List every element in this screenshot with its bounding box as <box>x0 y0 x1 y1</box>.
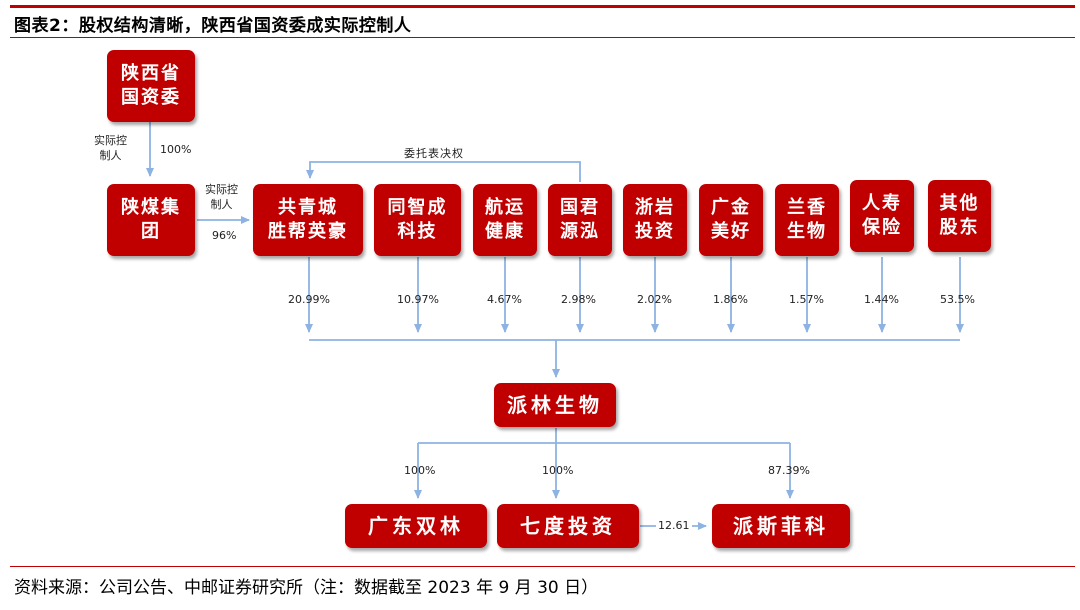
node-zheyan-investment: 浙岩 投资 <box>623 184 687 256</box>
figure-title: 图表2：股权结构清晰，陕西省国资委成实际控制人 <box>14 16 412 36</box>
node-shaanxi-sasac: 陕西省 国资委 <box>107 50 195 122</box>
node-life-insurance: 人寿 保险 <box>850 180 914 252</box>
node-lanxiang-bio: 兰香 生物 <box>775 184 839 256</box>
label-zheyan-percent: 2.02% <box>637 293 672 306</box>
label-hangyun-percent: 4.67% <box>487 293 522 306</box>
node-shaanxi-coal-group: 陕煤集 团 <box>107 184 195 256</box>
node-guangdong-shuanglin: 广东双林 <box>345 504 487 548</box>
node-other-shareholders: 其他 股东 <box>928 180 991 252</box>
edge-proxy-voting <box>306 161 581 182</box>
node-tongzhicheng: 同智成 科技 <box>374 184 461 256</box>
label-sasac-control: 实际控 制人 <box>94 134 127 162</box>
node-qidu-investment: 七度投资 <box>497 504 639 548</box>
label-qita-percent: 53.5% <box>940 293 975 306</box>
label-shanmei-percent: 96% <box>212 229 237 242</box>
node-hangyun-health: 航运 健康 <box>473 184 537 256</box>
node-pailin-bio: 派林生物 <box>494 383 616 427</box>
label-guangdong-percent: 100% <box>404 464 436 477</box>
node-guangjin-meihao: 广金 美好 <box>699 184 763 256</box>
label-renshou-percent: 1.44% <box>864 293 899 306</box>
bottom-rule <box>10 566 1075 567</box>
top-rule <box>10 5 1075 8</box>
label-gongqing-percent: 20.99% <box>288 293 330 306</box>
node-paisi-feike: 派斯菲科 <box>712 504 850 548</box>
label-shanmei-control: 实际控 制人 <box>205 183 238 211</box>
label-sasac-percent: 100% <box>160 143 192 156</box>
label-tongzhi-percent: 10.97% <box>397 293 439 306</box>
source-note: 资料来源：公司公告、中邮证券研究所（注：数据截至 2023 年 9 月 30 日… <box>14 578 599 598</box>
label-proxy-voting: 委托表决权 <box>404 147 464 160</box>
label-guangjin-percent: 1.86% <box>713 293 748 306</box>
title-rule <box>10 37 1075 38</box>
label-qidu-paisi-percent: 12.61 <box>656 518 692 533</box>
label-lanxiang-percent: 1.57% <box>789 293 824 306</box>
label-paisi-percent: 87.39% <box>768 464 810 477</box>
label-guojun-percent: 2.98% <box>561 293 596 306</box>
node-gongqingcheng: 共青城 胜帮英豪 <box>253 184 363 256</box>
node-guojun-yuanhong: 国君 源泓 <box>548 184 612 256</box>
label-qidu-percent: 100% <box>542 464 574 477</box>
